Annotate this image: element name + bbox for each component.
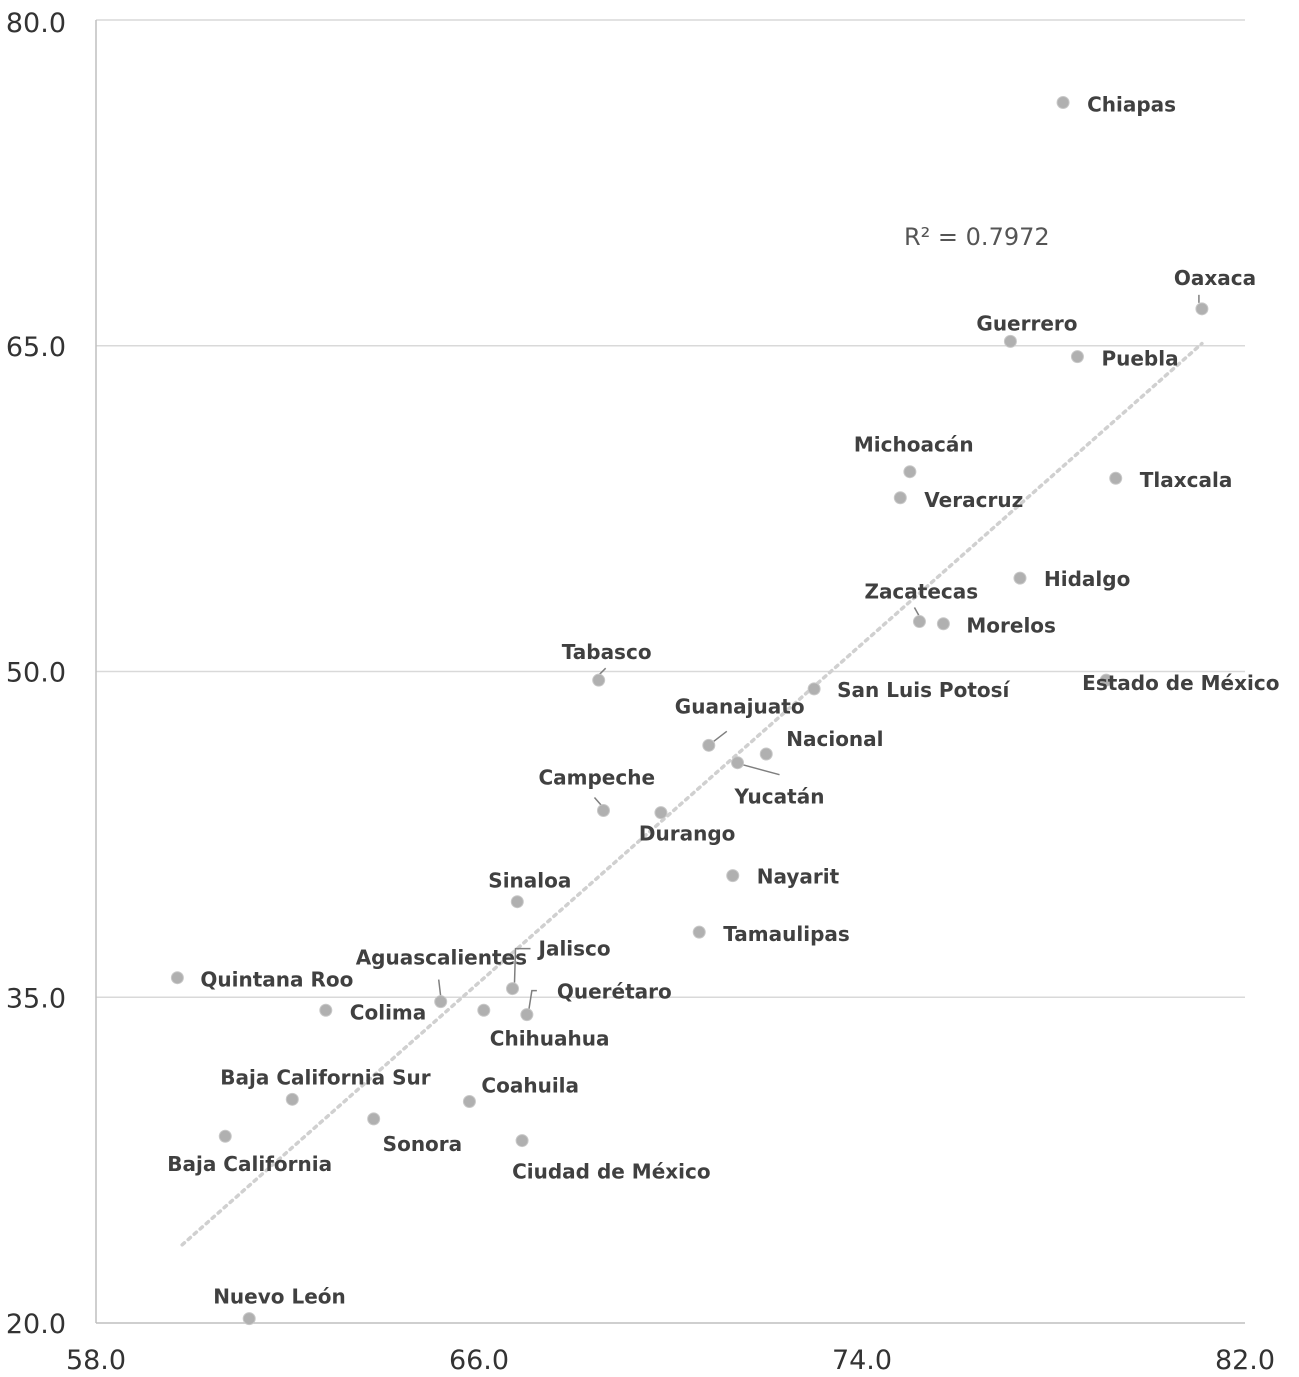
point-puebla	[1070, 350, 1084, 364]
x-tick-74-0: 74.0	[832, 1345, 892, 1376]
point-tamaulipas	[692, 925, 706, 939]
x-tick-labels: 58.0 66.0 74.0 82.0	[66, 1345, 1275, 1376]
label-oaxaca: Oaxaca	[1174, 266, 1256, 290]
point-ciudad-de-mexico	[515, 1134, 529, 1148]
r-squared-annotation: R² = 0.7972	[904, 223, 1050, 251]
label-durango: Durango	[639, 822, 736, 846]
point-campeche	[596, 803, 610, 817]
point-chihuahua	[477, 1003, 491, 1017]
data-points	[170, 96, 1209, 1326]
point-michoacan	[903, 465, 917, 479]
point-morelos	[936, 617, 950, 631]
leader-aguascalientes	[437, 979, 442, 997]
label-baja-california-sur: Baja California Sur	[220, 1065, 430, 1089]
point-quintana-roo	[170, 971, 184, 985]
label-nuevo-leon: Nuevo León	[213, 1285, 346, 1309]
label-tabasco: Tabasco	[562, 640, 652, 664]
point-nacional	[759, 747, 773, 761]
label-queretaro: Querétaro	[557, 980, 672, 1004]
point-hidalgo	[1013, 571, 1027, 585]
y-tick-65-0: 65.0	[6, 332, 66, 363]
label-sonora: Sonora	[383, 1132, 462, 1156]
label-tlaxcala: Tlaxcala	[1140, 468, 1233, 492]
label-yucatan: Yucatán	[734, 785, 825, 809]
point-coahuila	[462, 1094, 476, 1108]
label-guanajuato: Guanajuato	[675, 694, 805, 718]
point-chiapas	[1056, 96, 1070, 110]
point-sonora	[367, 1112, 381, 1126]
label-veracruz: Veracruz	[924, 488, 1023, 512]
label-nayarit: Nayarit	[757, 865, 840, 889]
label-chihuahua: Chihuahua	[490, 1026, 610, 1050]
point-zacatecas	[912, 615, 926, 629]
label-hidalgo: Hidalgo	[1044, 567, 1130, 591]
label-ciudad-de-mexico: Ciudad de México	[512, 1160, 711, 1184]
point-estado-de-mexico	[1099, 673, 1113, 687]
y-tick-80-0: 80.0	[6, 8, 66, 39]
label-quintana-roo: Quintana Roo	[200, 968, 353, 992]
label-colima: Colima	[350, 1000, 426, 1024]
point-nuevo-leon	[242, 1312, 256, 1326]
label-nacional: Nacional	[786, 727, 883, 751]
leader-yucatan	[742, 763, 780, 776]
point-aguascalientes	[434, 995, 448, 1009]
label-estado-de-mexico: Estado de México	[1082, 671, 1279, 695]
point-durango	[654, 806, 668, 820]
point-sinaloa	[510, 895, 524, 909]
point-san-luis-potosi	[807, 682, 821, 696]
point-colima	[319, 1003, 333, 1017]
label-aguascalientes: Aguascalientes	[356, 946, 527, 970]
label-morelos: Morelos	[966, 614, 1056, 638]
leader-zacatecas	[913, 607, 921, 617]
x-tick-82-0: 82.0	[1215, 1345, 1275, 1376]
point-queretaro	[520, 1008, 534, 1022]
point-nayarit	[726, 869, 740, 883]
gridlines	[96, 19, 1245, 998]
point-guerrero	[1003, 334, 1017, 348]
point-oaxaca	[1195, 302, 1209, 316]
label-sinaloa: Sinaloa	[488, 869, 571, 893]
label-baja-california: Baja California	[167, 1152, 332, 1176]
leader-jalisco	[513, 947, 531, 983]
label-chiapas: Chiapas	[1087, 93, 1176, 117]
label-tamaulipas: Tamaulipas	[723, 922, 850, 946]
label-san-luis-potosi: San Luis Potosí	[837, 678, 1010, 702]
point-tlaxcala	[1109, 471, 1123, 485]
label-coahuila: Coahuila	[481, 1073, 579, 1097]
point-baja-california-sur	[285, 1092, 299, 1106]
leader-lines	[437, 294, 1200, 1010]
leader-campeche	[593, 796, 603, 806]
point-veracruz	[893, 491, 907, 505]
y-tick-50-0: 50.0	[6, 658, 66, 689]
y-tick-labels: 20.0 35.0 50.0 65.0 80.0	[6, 8, 66, 1340]
leader-guanajuato	[713, 730, 728, 742]
label-puebla: Puebla	[1101, 347, 1178, 371]
point-tabasco	[592, 673, 606, 687]
point-baja-california	[218, 1129, 232, 1143]
label-jalisco: Jalisco	[537, 937, 611, 961]
y-tick-35-0: 35.0	[6, 983, 66, 1014]
point-labels: Chiapas Oaxaca Guerrero Puebla Michoacán Tlax…	[167, 93, 1279, 1309]
y-tick-20-0: 20.0	[6, 1309, 66, 1340]
label-michoacan: Michoacán	[854, 433, 974, 457]
point-guanajuato	[702, 738, 716, 752]
point-yucatan	[731, 756, 745, 770]
trendline	[180, 341, 1204, 1247]
x-tick-66-0: 66.0	[449, 1345, 509, 1376]
x-tick-58-0: 58.0	[66, 1345, 126, 1376]
label-guerrero: Guerrero	[976, 311, 1077, 335]
point-jalisco	[506, 982, 520, 996]
label-campeche: Campeche	[538, 765, 655, 789]
label-zacatecas: Zacatecas	[864, 580, 978, 604]
leader-queretaro	[528, 989, 537, 1010]
